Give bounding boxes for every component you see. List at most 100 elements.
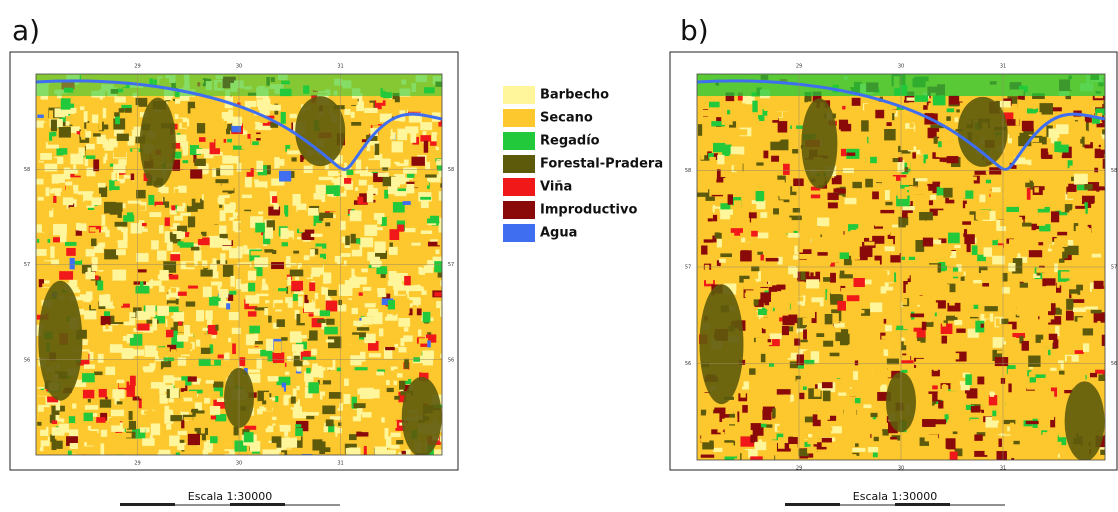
land-patch [1042, 278, 1055, 286]
land-patch [798, 412, 802, 416]
land-patch [841, 149, 846, 156]
land-patch [831, 426, 842, 433]
land-patch [280, 159, 285, 166]
land-patch [170, 388, 179, 398]
land-patch [268, 376, 279, 382]
land-patch [222, 366, 233, 374]
land-patch [803, 386, 807, 389]
land-patch [309, 282, 315, 291]
land-patch [1093, 135, 1098, 140]
land-patch [335, 319, 349, 327]
grid-label: 30 [898, 466, 904, 472]
land-patch [293, 294, 298, 301]
land-patch [893, 311, 897, 315]
land-patch [800, 231, 810, 237]
land-patch [781, 224, 789, 234]
land-patch [111, 172, 115, 180]
land-patch [76, 223, 80, 231]
land-patch [787, 422, 795, 430]
grid-label: 30 [898, 64, 904, 70]
land-patch [55, 450, 68, 455]
land-patch [39, 261, 51, 268]
land-patch [290, 114, 297, 118]
land-patch [1097, 321, 1100, 327]
land-patch [406, 308, 409, 313]
land-patch [413, 305, 417, 317]
land-patch [881, 336, 888, 340]
land-patch [409, 344, 420, 355]
land-patch [999, 400, 1005, 410]
land-patch [1032, 158, 1041, 164]
land-patch [915, 95, 929, 101]
land-patch [323, 370, 335, 380]
land-patch [170, 415, 182, 421]
land-patch [82, 179, 95, 186]
land-patch [792, 125, 796, 133]
land-patch [53, 237, 60, 242]
land-patch [847, 383, 860, 386]
land-patch [293, 388, 297, 396]
land-patch [1057, 235, 1068, 247]
grid-label: 29 [796, 466, 802, 472]
land-patch [344, 379, 349, 387]
grid-label: 31 [337, 64, 343, 70]
land-patch [1006, 207, 1019, 212]
land-patch [870, 117, 878, 128]
land-patch [977, 295, 986, 305]
land-patch [72, 403, 76, 408]
land-patch [830, 353, 840, 357]
land-patch [246, 334, 254, 345]
land-patch [1093, 236, 1102, 247]
land-patch [902, 212, 908, 218]
land-patch [1015, 150, 1019, 154]
land-patch [956, 437, 965, 448]
land-patch [830, 222, 838, 230]
land-patch [940, 232, 948, 236]
land-patch [868, 447, 878, 452]
land-patch [304, 265, 311, 274]
land-patch [947, 372, 950, 375]
land-patch [828, 202, 838, 208]
land-patch [346, 369, 353, 373]
land-patch [228, 156, 239, 163]
land-patch [357, 327, 369, 331]
land-patch [298, 210, 306, 218]
land-patch [385, 347, 395, 350]
land-patch [804, 405, 814, 412]
land-patch [905, 129, 914, 136]
land-patch [929, 200, 933, 205]
land-patch [1059, 259, 1064, 263]
land-patch [928, 148, 941, 152]
land-patch [255, 134, 261, 138]
land-patch [187, 206, 198, 212]
land-patch [1096, 261, 1103, 265]
grid-label: 31 [1000, 64, 1006, 70]
land-patch [861, 120, 869, 131]
land-patch [365, 113, 378, 125]
land-patch [191, 409, 198, 413]
land-patch [88, 382, 94, 389]
land-patch [1061, 202, 1065, 212]
land-patch [36, 249, 47, 256]
land-patch [1008, 369, 1016, 376]
land-patch [103, 270, 111, 277]
land-patch [950, 176, 959, 179]
land-patch [388, 280, 395, 285]
land-patch [371, 421, 382, 424]
land-patch [363, 419, 372, 424]
land-patch [1013, 430, 1020, 441]
land-patch [153, 285, 157, 294]
land-patch [52, 174, 65, 183]
land-patch [93, 133, 101, 136]
land-patch [113, 164, 125, 173]
land-patch [902, 206, 915, 210]
land-patch [215, 414, 226, 421]
land-patch [840, 162, 852, 166]
land-patch [391, 177, 400, 187]
land-patch [900, 141, 913, 150]
land-patch [221, 183, 233, 190]
land-patch [117, 282, 125, 287]
land-patch [721, 432, 725, 441]
land-patch [142, 223, 147, 226]
land-patch [738, 289, 743, 298]
